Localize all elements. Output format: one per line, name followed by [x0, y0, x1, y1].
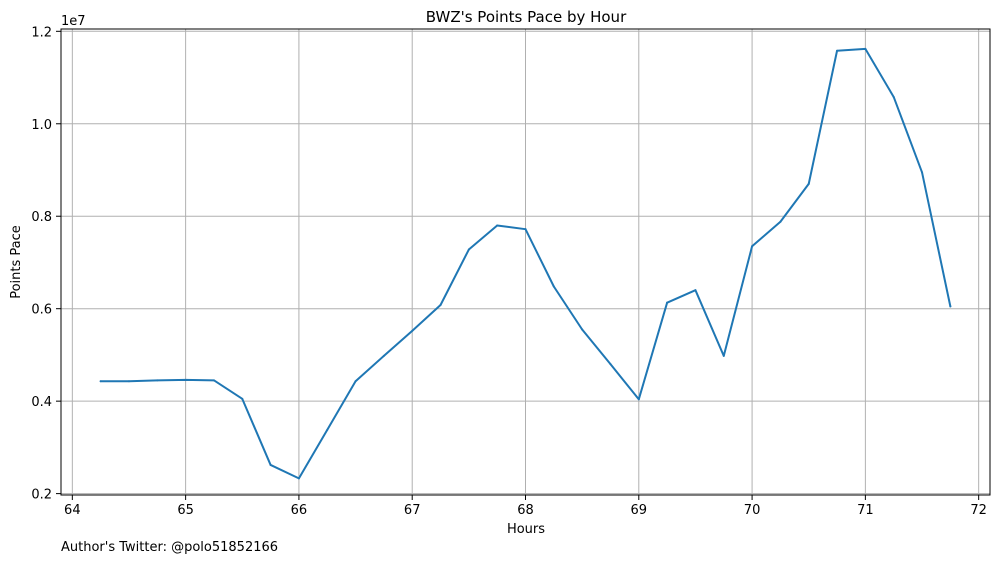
tick-layer: 64 65 66 67 68 69 70 71 72 0.2 0.4 0.6 0.8 1.0 1.2	[31, 25, 987, 518]
data-point	[99, 380, 102, 383]
data-point	[609, 363, 612, 366]
data-point	[184, 378, 187, 381]
data-point	[581, 328, 584, 331]
x-tick-label: 70	[744, 503, 761, 518]
series-layer	[99, 47, 952, 480]
y-tick-label: 0.2	[31, 488, 52, 503]
chart-title: BWZ's Points Pace by Hour	[426, 8, 627, 26]
y-tick-label: 1.0	[31, 118, 52, 133]
data-point	[552, 285, 555, 288]
x-axis-label: Hours	[507, 522, 545, 537]
data-point	[892, 95, 895, 98]
data-point	[439, 303, 442, 306]
data-point	[864, 47, 867, 50]
data-point	[722, 354, 725, 357]
data-point	[949, 305, 952, 308]
x-tick-label: 68	[517, 503, 534, 518]
data-point	[354, 380, 357, 383]
x-tick-label: 66	[291, 503, 308, 518]
x-tick-label: 64	[64, 503, 81, 518]
author-footnote: Author's Twitter: @polo51852166	[61, 540, 278, 555]
data-point	[241, 397, 244, 400]
y-tick-label: 1.2	[31, 25, 52, 40]
y-tick-label: 0.8	[31, 210, 52, 225]
data-point	[127, 380, 130, 383]
y-tick-label: 0.4	[31, 395, 52, 410]
data-point	[779, 220, 782, 223]
data-point	[807, 182, 810, 185]
y-tick-label: 0.6	[31, 303, 52, 318]
data-point	[524, 228, 527, 231]
grid-layer	[61, 29, 990, 495]
y-axis-label: Points Pace	[9, 225, 24, 299]
x-tick-label: 71	[857, 503, 874, 518]
x-tick-label: 65	[177, 503, 194, 518]
data-point	[694, 289, 697, 292]
data-point	[496, 224, 499, 227]
data-point	[326, 428, 329, 431]
data-point	[836, 49, 839, 52]
data-point	[212, 379, 215, 382]
data-point	[751, 245, 754, 248]
data-point	[411, 329, 414, 332]
x-tick-label: 72	[970, 503, 987, 518]
x-tick-label: 69	[631, 503, 648, 518]
data-point	[467, 248, 470, 251]
x-tick-label: 67	[404, 503, 421, 518]
data-point	[382, 354, 385, 357]
data-point	[666, 301, 669, 304]
data-point	[156, 379, 159, 382]
y-axis-offset-label: 1e7	[61, 14, 86, 29]
data-point	[921, 171, 924, 174]
data-point	[297, 477, 300, 480]
data-point	[637, 398, 640, 401]
data-point	[269, 463, 272, 466]
